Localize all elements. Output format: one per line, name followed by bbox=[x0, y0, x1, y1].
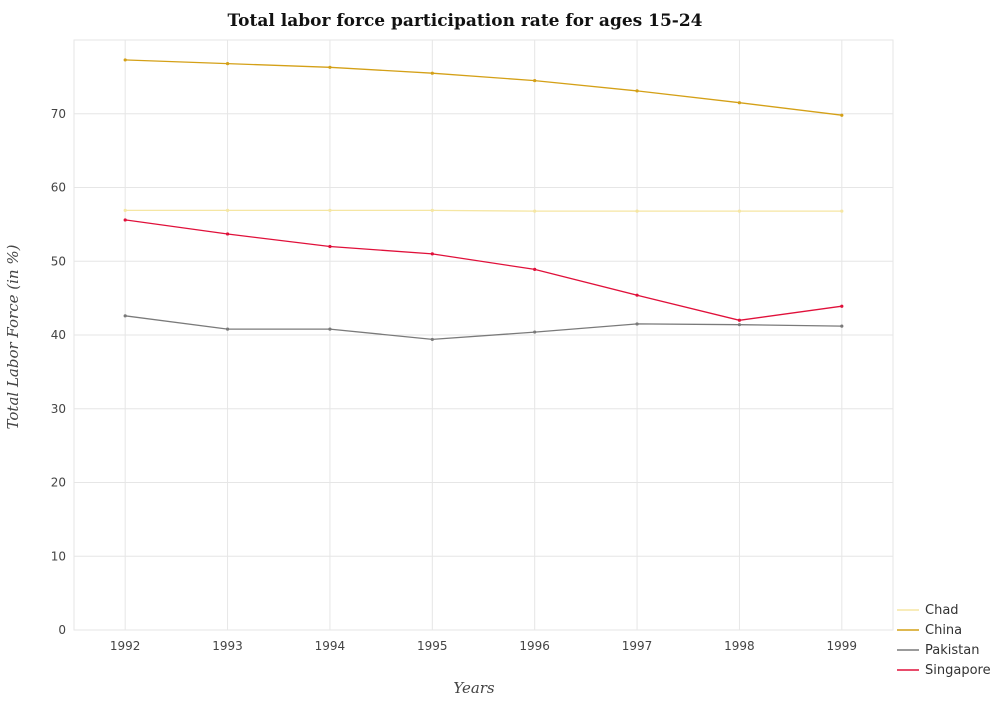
data-point-china bbox=[737, 101, 742, 105]
x-tick-label: 1995 bbox=[417, 639, 448, 653]
legend-label-chad: Chad bbox=[925, 603, 959, 618]
series-line-chad bbox=[125, 209, 842, 212]
data-point-china bbox=[225, 62, 230, 66]
data-point-pakistan bbox=[737, 323, 742, 327]
data-point-singapore bbox=[123, 218, 127, 222]
data-point-china bbox=[635, 89, 639, 93]
y-tick-label: 70 bbox=[51, 107, 66, 121]
data-point-chad bbox=[430, 208, 434, 212]
data-point-singapore bbox=[430, 252, 434, 256]
legend-label-pakistan: Pakistan bbox=[925, 643, 979, 658]
data-point-pakistan bbox=[123, 314, 127, 318]
y-tick-label: 40 bbox=[51, 328, 66, 342]
series-line-singapore bbox=[125, 219, 842, 321]
data-point-singapore bbox=[533, 267, 537, 271]
series-line-pakistan bbox=[125, 315, 842, 341]
x-tick-label: 1994 bbox=[315, 639, 346, 653]
data-point-singapore bbox=[737, 318, 742, 322]
y-tick-label: 10 bbox=[51, 549, 66, 563]
data-point-china bbox=[840, 113, 844, 117]
data-point-pakistan bbox=[225, 327, 230, 331]
y-tick-label: 30 bbox=[51, 402, 66, 416]
chart-title: Total labor force participation rate for… bbox=[227, 11, 702, 31]
data-point-china bbox=[123, 58, 127, 62]
y-tick-label: 20 bbox=[51, 476, 66, 490]
x-tick-label: 1999 bbox=[827, 639, 858, 653]
x-tick-label: 1993 bbox=[212, 639, 243, 653]
data-point-china bbox=[533, 78, 537, 83]
data-point-pakistan bbox=[533, 330, 537, 334]
data-point-pakistan bbox=[635, 322, 639, 326]
data-point-china bbox=[430, 71, 434, 75]
y-tick-label: 0 bbox=[58, 623, 66, 637]
data-point-pakistan bbox=[328, 327, 332, 331]
series-lines bbox=[123, 58, 844, 342]
legend-label-china: China bbox=[925, 623, 962, 638]
data-point-chad bbox=[225, 208, 230, 212]
legend-label-singapore: Singapore bbox=[925, 663, 991, 678]
y-tick-label: 50 bbox=[51, 254, 66, 268]
data-point-pakistan bbox=[840, 324, 844, 328]
data-point-chad bbox=[635, 209, 639, 213]
x-axis-title: Years bbox=[453, 679, 495, 697]
data-point-singapore bbox=[635, 293, 639, 297]
data-point-chad bbox=[533, 209, 537, 213]
x-tick-label: 1992 bbox=[110, 639, 141, 653]
data-point-singapore bbox=[840, 304, 844, 308]
data-point-china bbox=[328, 65, 332, 69]
data-point-singapore bbox=[225, 232, 230, 236]
y-tick-label: 60 bbox=[51, 181, 66, 195]
legend: Chad China Pakistan Singapore bbox=[897, 603, 991, 678]
y-axis-title: Total Labor Force (in %) bbox=[4, 244, 22, 429]
x-tick-label: 1997 bbox=[622, 639, 653, 653]
data-point-singapore bbox=[328, 244, 332, 249]
series-line-china bbox=[125, 59, 842, 116]
data-point-pakistan bbox=[430, 337, 434, 342]
axes: 0 10 20 30 40 50 60 70 1992 1993 1994 1995 1996 1997 1… bbox=[51, 107, 857, 653]
data-point-chad bbox=[737, 209, 742, 213]
x-tick-label: 1996 bbox=[519, 639, 550, 653]
data-point-chad bbox=[840, 209, 844, 213]
data-point-chad bbox=[123, 208, 127, 212]
x-tick-label: 1998 bbox=[724, 639, 755, 653]
grid bbox=[73, 39, 894, 631]
data-point-chad bbox=[328, 208, 332, 212]
